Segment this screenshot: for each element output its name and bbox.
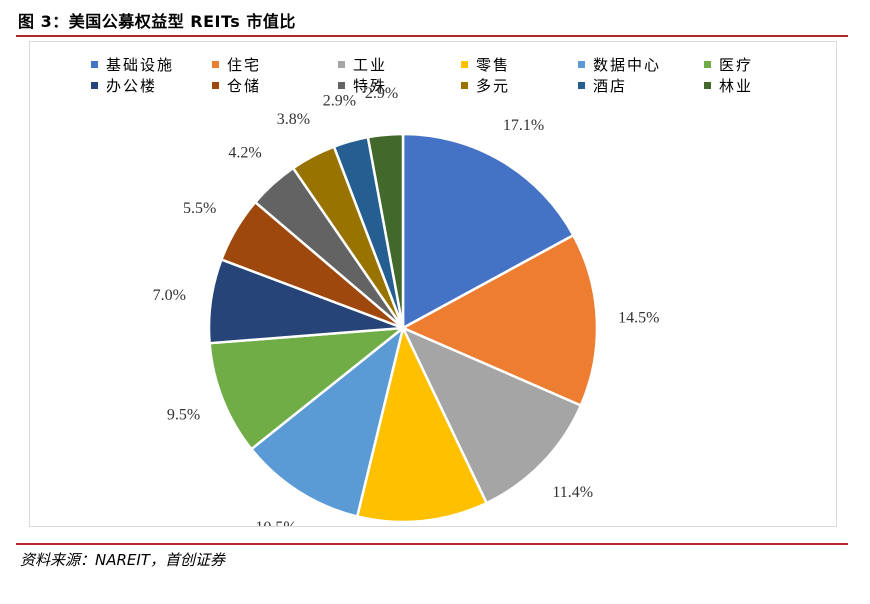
legend-swatch bbox=[578, 82, 585, 89]
legend-swatch bbox=[578, 61, 585, 68]
legend-item: 酒店 bbox=[578, 75, 627, 96]
figure-title: 图 3：美国公募权益型 REITs 市值比 bbox=[18, 12, 296, 31]
legend-label: 住宅 bbox=[227, 56, 262, 74]
legend-item: 办公楼 bbox=[91, 75, 157, 96]
legend-item: 医疗 bbox=[704, 54, 753, 75]
legend-swatch bbox=[338, 82, 345, 89]
pie-slice bbox=[208, 326, 405, 451]
legend-swatch bbox=[704, 82, 711, 89]
legend-label: 医疗 bbox=[719, 56, 754, 74]
legend-swatch bbox=[91, 61, 98, 68]
legend-item: 多元 bbox=[461, 75, 510, 96]
legend-swatch bbox=[91, 82, 98, 89]
chart-area: 基础设施 住宅 工业 零售 数据中心 医疗办公楼 仓储 特殊 多元 酒店 林业 17.1% 14.5%… bbox=[29, 41, 837, 527]
legend-label: 零售 bbox=[476, 56, 511, 74]
legend-label: 多元 bbox=[476, 77, 511, 95]
legend-item: 零售 bbox=[461, 54, 510, 75]
legend-swatch bbox=[212, 82, 219, 89]
pie-slice bbox=[401, 132, 575, 330]
data-label: 9.5% bbox=[167, 407, 200, 424]
legend-label: 数据中心 bbox=[593, 56, 662, 74]
bottom-divider bbox=[16, 543, 848, 545]
legend-item: 林业 bbox=[704, 75, 753, 96]
legend-label: 工业 bbox=[353, 56, 388, 74]
legend-item: 住宅 bbox=[212, 54, 261, 75]
legend-item: 基础设施 bbox=[91, 54, 174, 75]
pie-slice bbox=[401, 326, 583, 505]
data-label: 14.5% bbox=[618, 310, 659, 327]
data-label: 5.5% bbox=[183, 200, 216, 217]
data-label: 3.8% bbox=[277, 111, 310, 128]
legend-swatch bbox=[212, 61, 219, 68]
pie-slice bbox=[401, 233, 599, 407]
legend-item: 仓储 bbox=[212, 75, 261, 96]
legend-label: 酒店 bbox=[593, 77, 628, 95]
data-label: 17.1% bbox=[503, 117, 544, 134]
legend-swatch bbox=[338, 61, 345, 68]
legend-row: 办公楼 仓储 特殊 多元 酒店 林业 bbox=[91, 75, 831, 96]
data-label: 11.4% bbox=[552, 484, 593, 501]
legend-label: 办公楼 bbox=[106, 77, 158, 95]
legend-label: 林业 bbox=[719, 77, 754, 95]
legend-item: 特殊 bbox=[338, 75, 387, 96]
pie-slice bbox=[366, 132, 405, 330]
legend-item: 工业 bbox=[338, 54, 387, 75]
data-label: 2.9% bbox=[323, 93, 356, 110]
legend-swatch bbox=[461, 82, 468, 89]
pie-slice bbox=[250, 326, 405, 518]
legend-swatch bbox=[461, 61, 468, 68]
data-label: 10.5% bbox=[255, 519, 296, 526]
legend: 基础设施 住宅 工业 零售 数据中心 医疗办公楼 仓储 特殊 多元 酒店 林业 bbox=[91, 54, 831, 96]
top-divider bbox=[16, 35, 848, 37]
source-note: 资料来源：NAREIT，首创证券 bbox=[20, 551, 225, 569]
legend-swatch bbox=[704, 61, 711, 68]
legend-item: 数据中心 bbox=[578, 54, 661, 75]
data-label: 4.2% bbox=[228, 145, 261, 162]
data-label: 2.9% bbox=[365, 85, 398, 102]
legend-label: 特殊 bbox=[353, 77, 388, 95]
pie-slice bbox=[355, 326, 488, 524]
legend-label: 基础设施 bbox=[106, 56, 175, 74]
legend-label: 仓储 bbox=[227, 77, 262, 95]
pie-chart: 17.1%14.5%11.4%10.9%10.5%9.5%7.0%5.5%4.2… bbox=[153, 85, 660, 526]
data-label: 7.0% bbox=[153, 287, 186, 304]
legend-row: 基础设施 住宅 工业 零售 数据中心 医疗 bbox=[91, 54, 831, 75]
